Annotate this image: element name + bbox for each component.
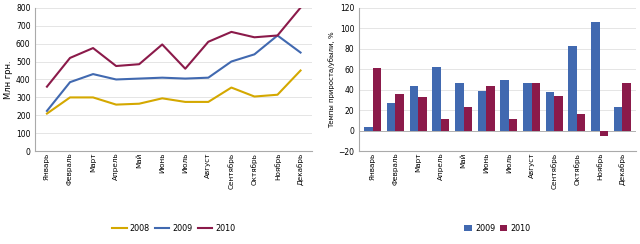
Bar [554,96,563,131]
Bar [500,81,509,131]
Bar [486,86,495,131]
Bar [396,94,404,131]
Y-axis label: Темпы прироста/убыли, %: Темпы прироста/убыли, % [329,31,335,128]
Bar [364,127,373,131]
Bar [477,91,486,131]
Bar [523,82,532,131]
Bar [455,82,463,131]
Legend: 2008, 2009, 2010: 2008, 2009, 2010 [109,221,239,236]
Y-axis label: Млн грн.: Млн грн. [4,60,13,99]
Legend: 2009, 2010: 2009, 2010 [461,221,534,236]
Bar [387,103,396,131]
Bar [441,120,449,131]
Bar [463,107,472,131]
Bar [532,82,540,131]
Bar [622,82,631,131]
Bar [591,22,600,131]
Bar [545,92,554,131]
Bar [568,46,577,131]
Bar [373,68,381,131]
Bar [410,86,418,131]
Bar [614,107,622,131]
Bar [432,67,441,131]
Bar [509,120,518,131]
Bar [577,114,586,131]
Bar [418,97,427,131]
Bar [600,131,608,136]
